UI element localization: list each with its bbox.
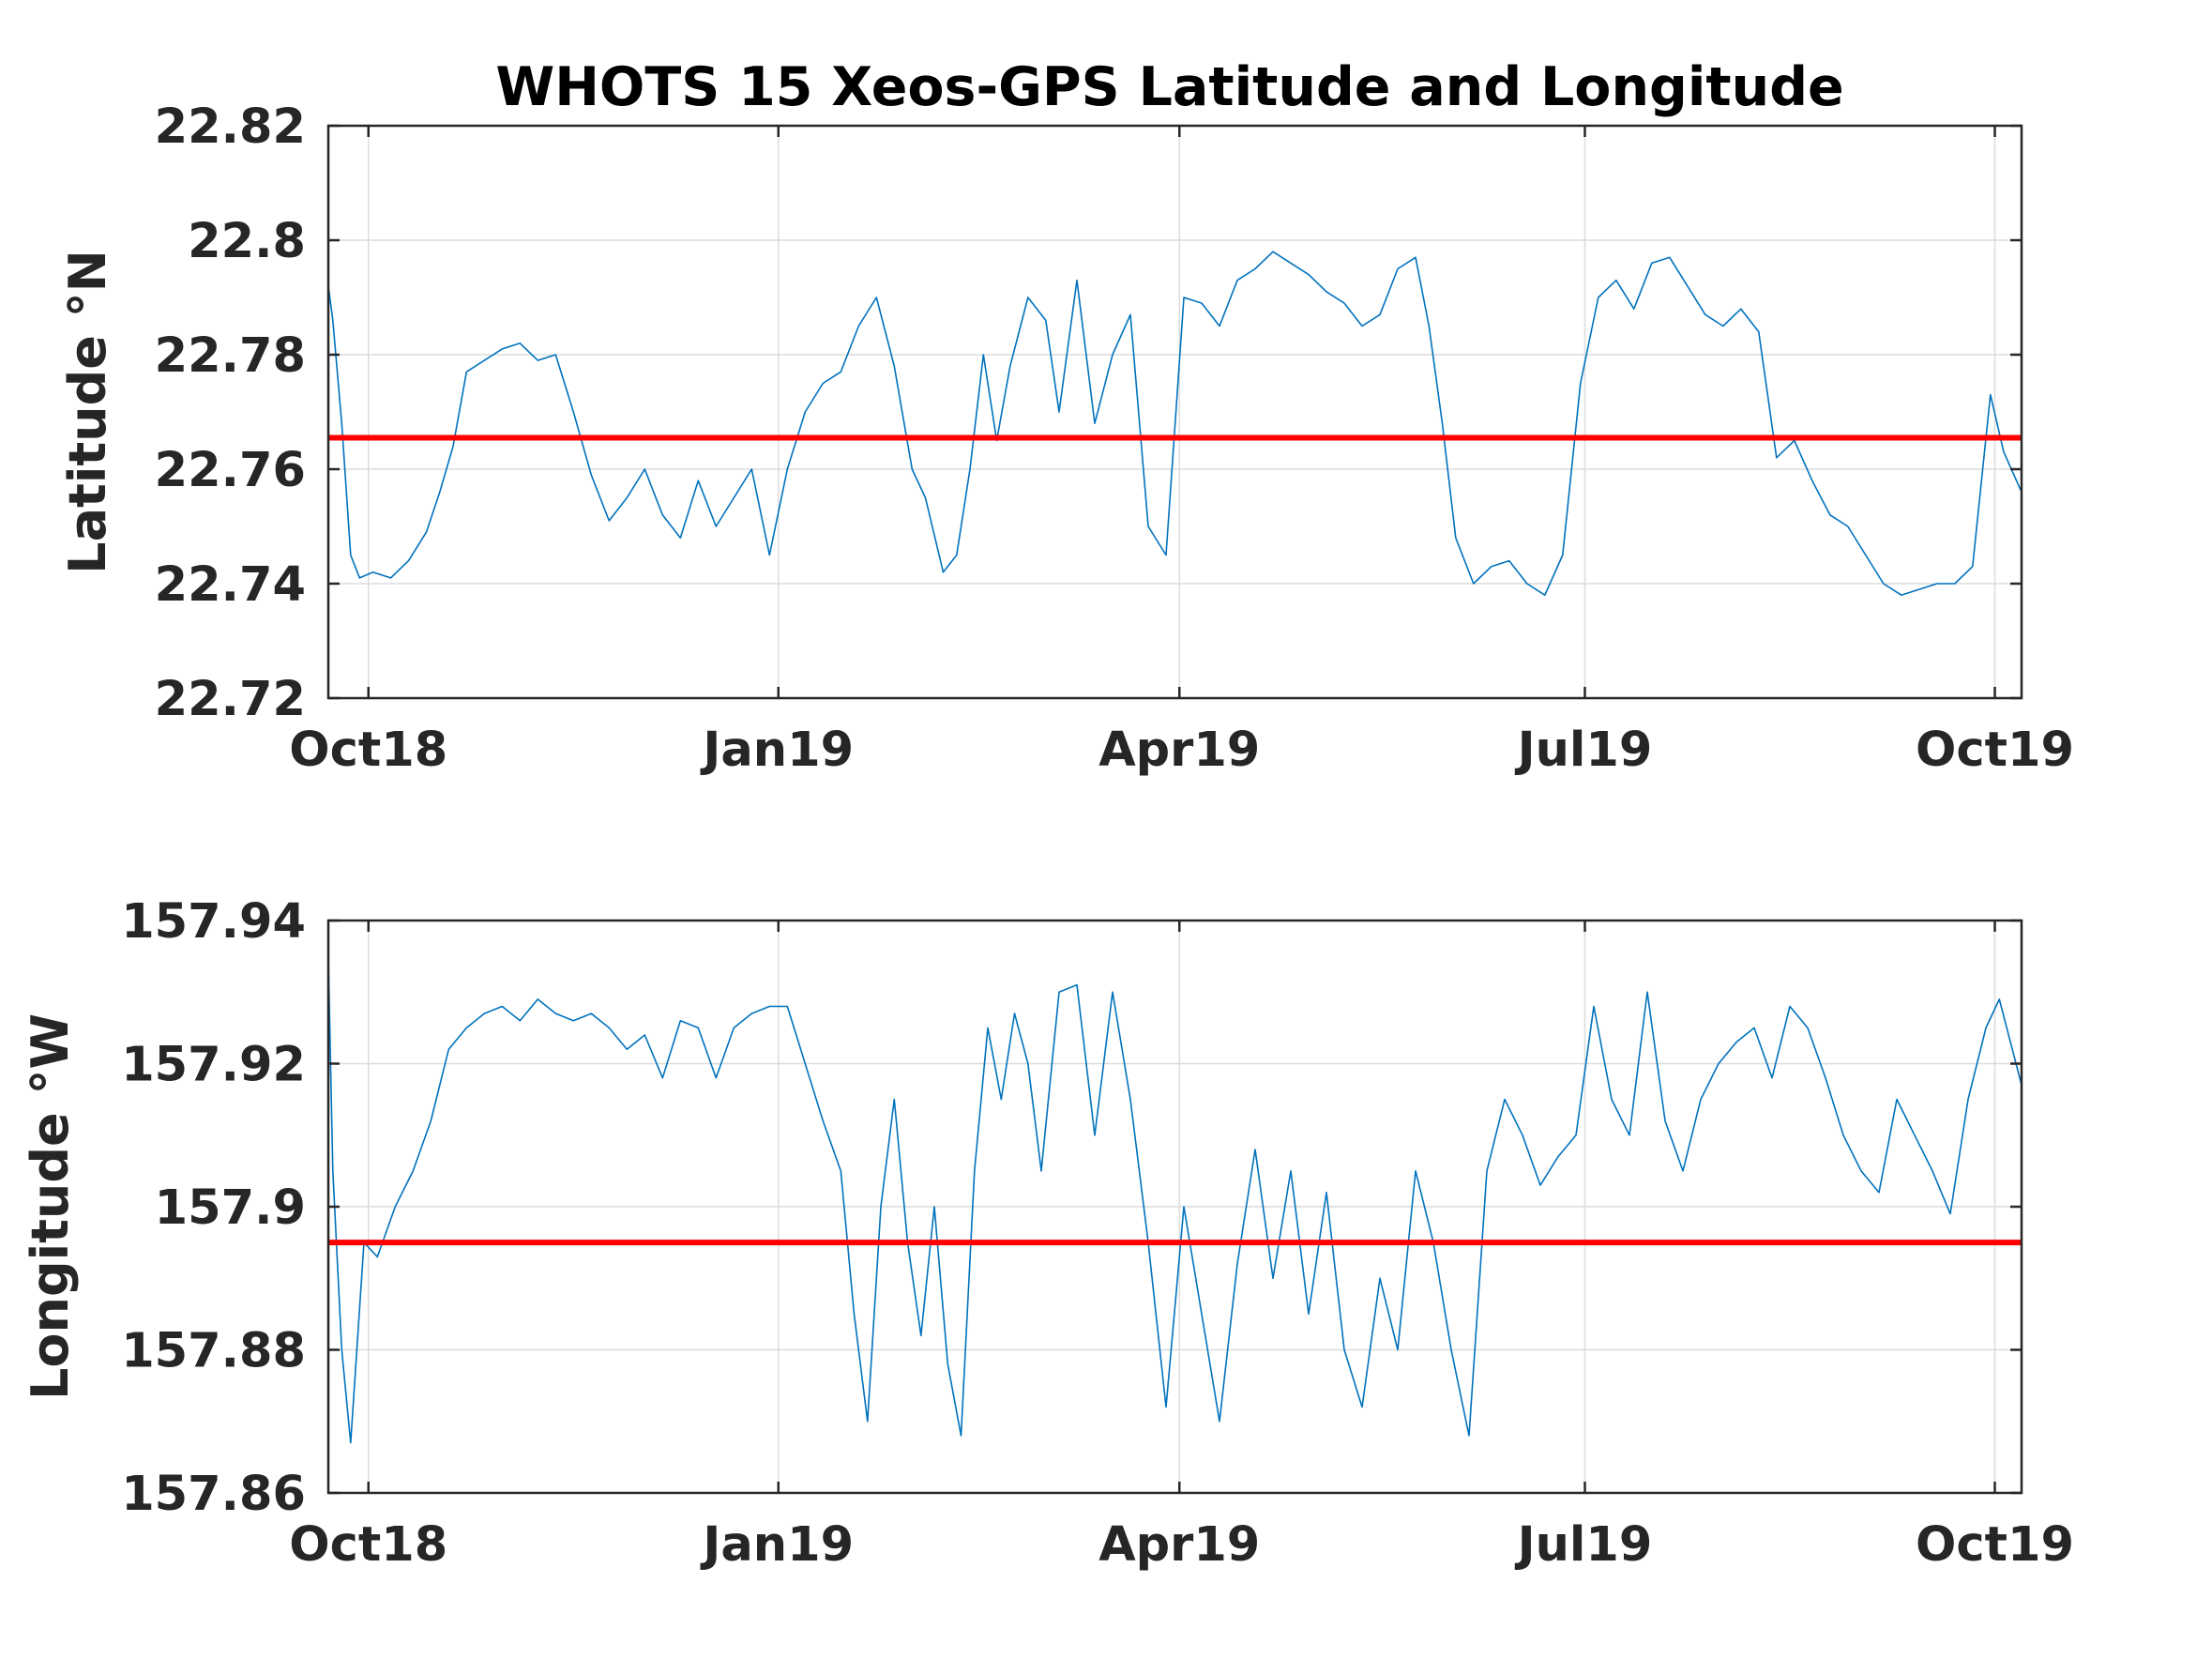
latitude-x-tick-label: Oct19: [1916, 723, 2074, 778]
latitude-y-tick-label: 22.72: [155, 672, 306, 727]
chart-panels: Oct18 Jan19 Apr19 Jul19 Oct19 22.72 22.74 22.76…: [21, 99, 2074, 1573]
latitude-x-tick-label: Oct18: [289, 723, 447, 778]
longitude-x-tick-label: Jan19: [700, 1517, 854, 1573]
longitude-x-tick-label: Oct19: [1916, 1517, 2074, 1573]
latitude-series-line: [327, 251, 2023, 596]
latitude-y-tick-label: 22.82: [155, 99, 306, 155]
latitude-y-tick-label: 22.78: [155, 328, 306, 384]
latitude-y-tick-label: 22.8: [188, 214, 306, 269]
latitude-x-tick-label: Apr19: [1098, 723, 1260, 778]
longitude-y-tick-label: 157.86: [121, 1467, 306, 1522]
longitude-x-tick-label: Jul19: [1515, 1517, 1653, 1573]
latitude-x-tick-label: Jul19: [1515, 723, 1653, 778]
longitude-y-tick-label: 157.92: [121, 1038, 306, 1093]
latitude-axes-box: [326, 124, 2023, 700]
longitude-x-tick-label: Apr19: [1098, 1517, 1260, 1573]
latitude-axis-label: Latitude °N: [58, 250, 117, 574]
longitude-panel: Oct18 Jan19 Apr19 Jul19 Oct19 157.86 157.88 157…: [21, 894, 2074, 1573]
latitude-x-tick-label: Jan19: [700, 723, 854, 778]
longitude-y-tick-label: 157.9: [155, 1180, 306, 1236]
latitude-y-tick-label: 22.74: [155, 557, 306, 613]
longitude-y-tick-label: 157.94: [121, 894, 306, 950]
longitude-y-tick-label: 157.88: [121, 1324, 306, 1379]
latitude-panel: Oct18 Jan19 Apr19 Jul19 Oct19 22.72 22.74 22.76…: [58, 99, 2074, 778]
longitude-series-line: [327, 956, 2023, 1444]
chart-title: WHOTS 15 Xeos-GPS Latitude and Longitude: [495, 56, 1843, 118]
longitude-axis-label: Longitude °W: [21, 1013, 80, 1400]
latitude-y-tick-label: 22.76: [155, 443, 306, 498]
longitude-x-tick-label: Oct18: [289, 1517, 447, 1573]
